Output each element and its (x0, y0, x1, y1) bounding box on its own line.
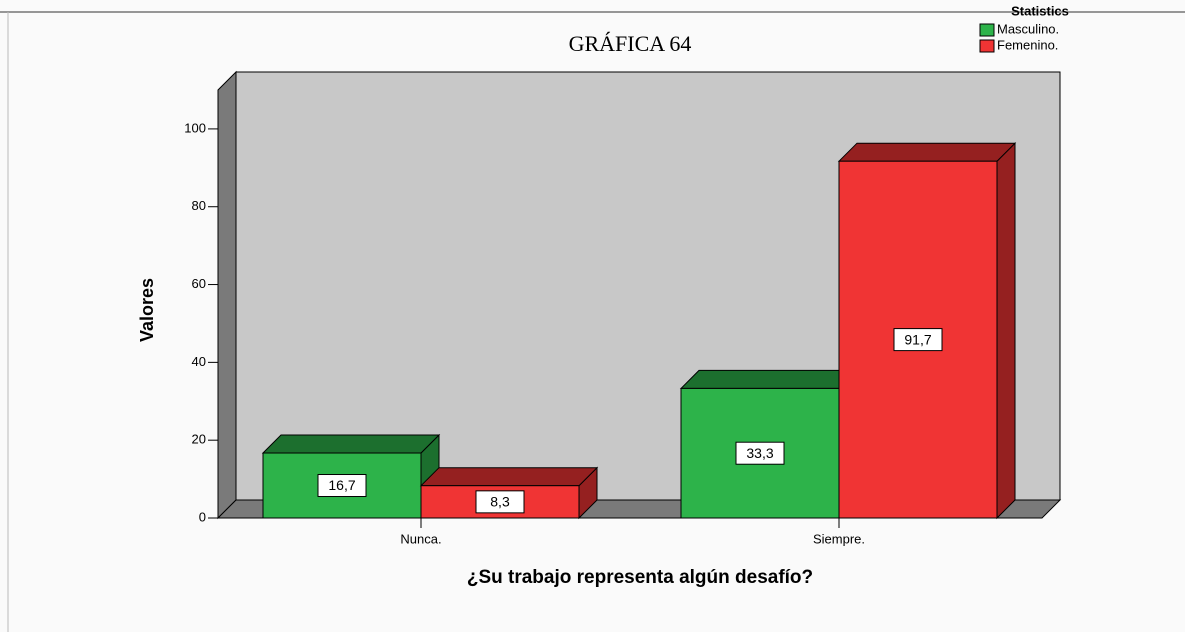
y-tick-label: 80 (192, 198, 206, 213)
y-tick-label: 40 (192, 354, 206, 369)
value-label: 8,3 (490, 494, 510, 510)
x-tick-label: Siempre. (813, 531, 865, 546)
chart-title: GRÁFICA 64 (569, 31, 692, 56)
y-tick-label: 60 (192, 276, 206, 291)
legend-title: Statistics (1011, 3, 1069, 18)
legend-swatch (979, 23, 995, 37)
value-label: 16,7 (328, 477, 355, 493)
bar-side (996, 141, 1016, 520)
y-axis-label: Valores (137, 278, 157, 342)
bar-top (419, 467, 599, 487)
legend-label: Masculino. (997, 21, 1059, 36)
value-label: 91,7 (904, 331, 931, 347)
bar-top (837, 142, 1017, 162)
x-axis-label: ¿Su trabajo representa algún desafío? (467, 567, 813, 588)
legend-swatch (979, 39, 995, 53)
value-label-box (475, 490, 525, 514)
y-tick-label: 20 (192, 432, 206, 447)
value-label: 33,3 (746, 445, 773, 461)
left-wall (217, 70, 237, 520)
value-label-box (317, 474, 367, 498)
bar-top (679, 369, 859, 389)
value-label-box (893, 328, 943, 352)
legend-label: Femenino. (997, 37, 1058, 52)
bar-top (261, 434, 441, 454)
y-tick-label: 100 (184, 120, 206, 135)
value-label-box (735, 441, 785, 465)
x-tick-label: Nunca. (400, 531, 441, 546)
y-tick-label: 0 (199, 509, 206, 524)
